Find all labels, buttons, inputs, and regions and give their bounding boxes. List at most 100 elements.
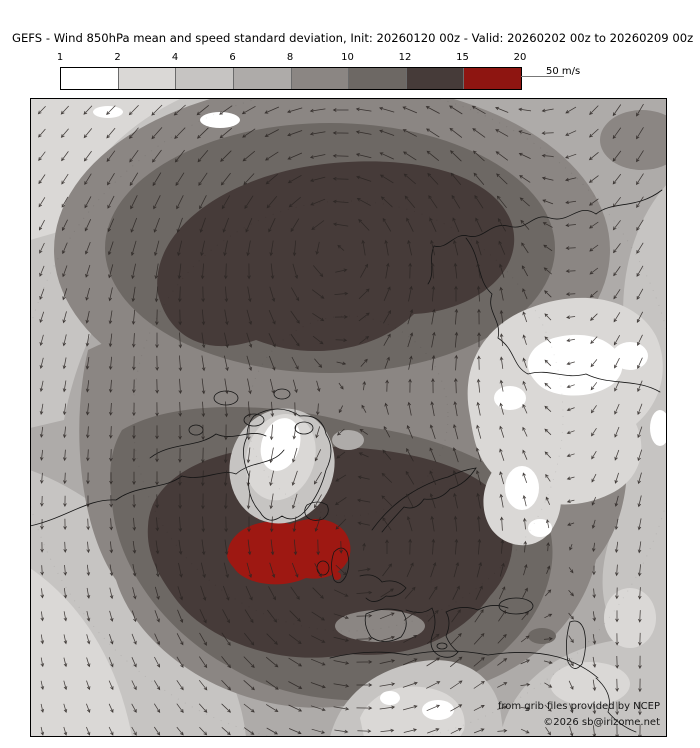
wind-arrow [292, 425, 297, 440]
colorbar-tick: 12 [398, 52, 412, 63]
wind-arrow [155, 332, 159, 349]
wind-arrow [615, 678, 619, 692]
wind-arrow [614, 426, 620, 438]
wind-arrow [454, 354, 459, 371]
wind-arrow [590, 336, 598, 344]
wind-arrow [132, 448, 136, 463]
wind-arrow [292, 263, 299, 279]
wind-arrow [385, 262, 390, 279]
wind-arrow [62, 403, 67, 416]
wind-arrow [109, 449, 113, 462]
wind-arrow [636, 103, 644, 117]
coastlines [30, 189, 663, 733]
wind-arrow [565, 153, 577, 159]
wind-arrow [358, 288, 370, 300]
wind-arrow [287, 130, 303, 137]
wind-arrow [63, 564, 68, 576]
wind-arrow [565, 246, 576, 250]
wind-arrow [545, 473, 551, 482]
wind-arrow [381, 495, 393, 507]
wind-arrow [452, 447, 459, 463]
wind-arrow [197, 150, 209, 163]
wind-arrow [178, 470, 182, 486]
wind-arrow [223, 240, 228, 257]
wind-arrow [311, 611, 325, 621]
wind-arrow [355, 107, 372, 112]
wind-arrow [637, 495, 642, 508]
wind-arrow [223, 562, 229, 579]
wind-arrow [201, 309, 206, 326]
wind-arrow [109, 518, 114, 531]
wind-arrow [201, 286, 205, 303]
wind-arrow [224, 539, 229, 556]
wind-arrow [426, 150, 440, 161]
wind-arrow [269, 286, 276, 302]
wind-arrow [265, 680, 279, 690]
wind-arrow [178, 539, 183, 555]
wind-arrow [314, 358, 323, 368]
wind-arrow [544, 682, 553, 688]
wind-arrow [499, 448, 505, 461]
wind-arrow [637, 380, 643, 393]
wind-arrow [403, 705, 418, 711]
wind-arrow [40, 703, 45, 713]
wind-arrow [62, 311, 67, 324]
wind-arrow [108, 726, 114, 736]
wind-arrow [313, 265, 324, 278]
wind-arrow [222, 217, 229, 233]
wind-arrow [499, 516, 504, 531]
wind-arrow [637, 564, 642, 577]
wind-arrow [63, 726, 68, 736]
wind-arrow [288, 704, 303, 712]
wind-arrow [151, 104, 163, 116]
coast-arctic-canada [149, 433, 267, 459]
wind-arrow [314, 449, 322, 462]
wind-arrow [615, 587, 619, 600]
wind-arrow [291, 447, 298, 463]
wind-arrow [266, 727, 278, 735]
wind-arrow [588, 175, 599, 183]
wind-arrow [155, 448, 159, 463]
wind-arrow [315, 241, 320, 255]
wind-arrow [426, 681, 441, 689]
wind-arrow [546, 565, 551, 574]
wind-arrow [246, 447, 251, 464]
wind-arrow [107, 173, 115, 186]
wind-arrow [176, 195, 184, 210]
wind-arrow [473, 657, 485, 667]
wind-arrow [495, 106, 509, 113]
wind-arrow [85, 334, 90, 347]
wind-arrow [615, 655, 619, 669]
wind-arrow [265, 151, 279, 161]
wind-arrow [85, 357, 90, 370]
wind-arrow [636, 173, 644, 186]
wind-arrow [454, 538, 459, 555]
wind-arrow [430, 239, 436, 256]
wind-arrow [565, 130, 577, 136]
wind-arrow [476, 285, 481, 302]
wind-arrow [565, 269, 576, 273]
wind-arrow [176, 656, 184, 668]
wind-arrow [521, 242, 529, 254]
wind-arrow [475, 217, 483, 232]
wind-arrow [338, 382, 344, 390]
wind-arrow [178, 424, 182, 440]
wind-arrow [518, 130, 532, 136]
wind-arrow [291, 562, 299, 578]
wind-arrow [154, 586, 160, 600]
wind-arrow [268, 355, 276, 371]
wind-arrow [429, 424, 436, 440]
wind-arrow [155, 494, 159, 509]
wind-arrow [315, 403, 320, 416]
greenland-light-patch [229, 408, 335, 524]
wind-arrow [38, 174, 46, 185]
wind-arrow [246, 240, 251, 257]
wind-arrow [198, 656, 208, 669]
wind-arrow [545, 589, 552, 597]
wind-arrow [311, 220, 325, 230]
wind-arrow [614, 472, 619, 484]
wind-arrow [357, 521, 370, 526]
colorbar-tick: 6 [229, 52, 236, 63]
wind-arrow [268, 218, 276, 233]
wind-arrow [290, 310, 300, 324]
